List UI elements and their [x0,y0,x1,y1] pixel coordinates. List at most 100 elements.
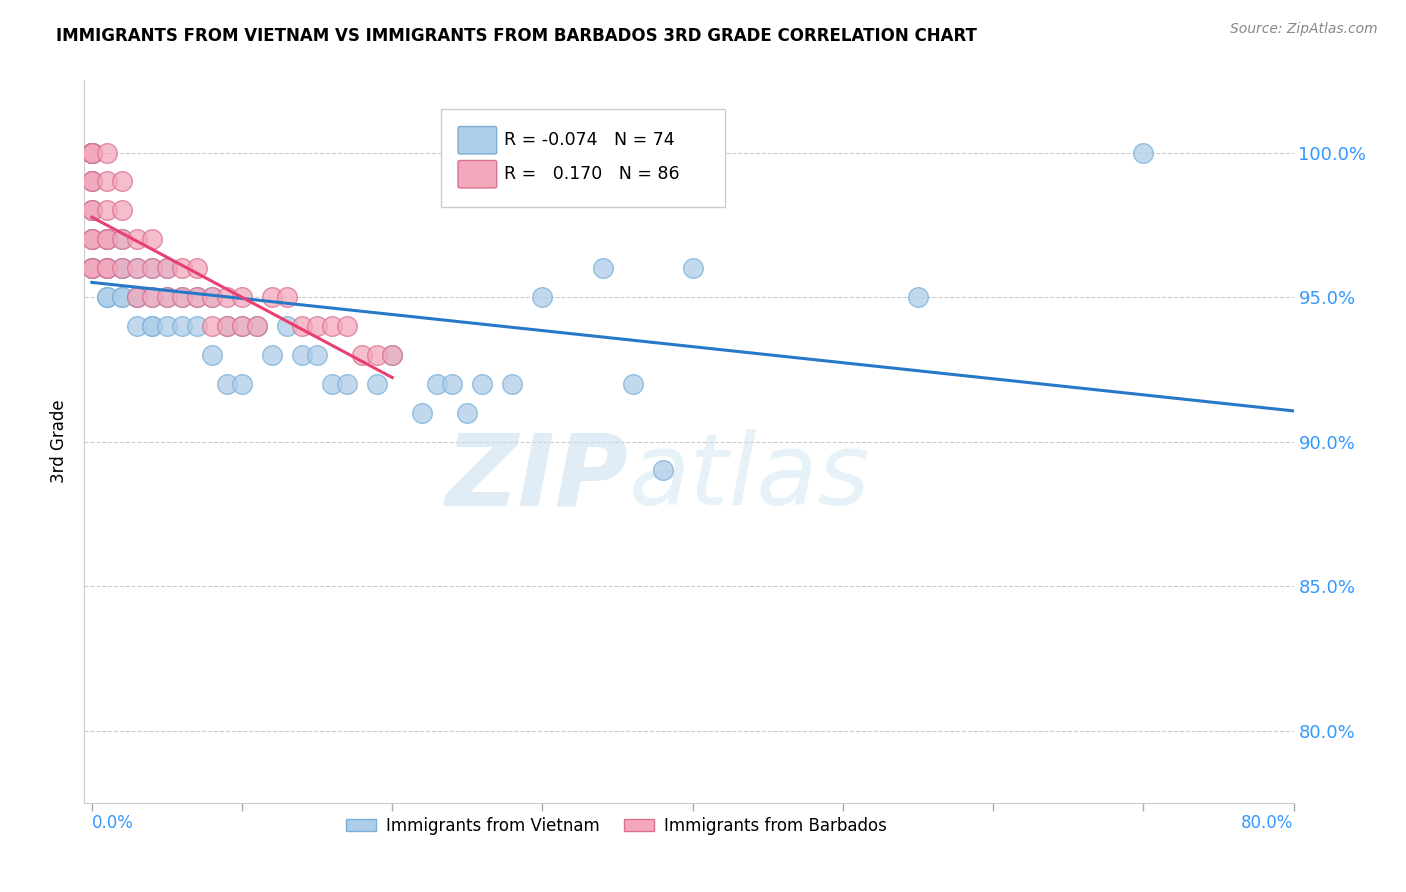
Point [381,348,404,362]
Point [111,203,134,218]
Point [111,174,134,188]
Point [96,261,118,276]
Point [1132,145,1154,160]
Point [291,318,314,333]
Point [215,318,238,333]
Text: IMMIGRANTS FROM VIETNAM VS IMMIGRANTS FROM BARBADOS 3RD GRADE CORRELATION CHART: IMMIGRANTS FROM VIETNAM VS IMMIGRANTS FR… [56,27,977,45]
Point [80,261,103,276]
Point [80,174,103,188]
Point [80,261,103,276]
Point [111,261,134,276]
FancyBboxPatch shape [458,127,496,154]
Point [246,318,269,333]
Point [471,376,494,391]
Point [125,318,148,333]
Point [96,261,118,276]
Point [96,232,118,246]
Point [96,232,118,246]
Point [170,261,193,276]
Text: R =   0.170   N = 86: R = 0.170 N = 86 [503,165,679,183]
Point [170,290,193,304]
Point [291,348,314,362]
Point [186,290,208,304]
Point [80,203,103,218]
Point [80,203,103,218]
Point [96,203,118,218]
Point [201,348,224,362]
Point [141,290,163,304]
Point [80,145,103,160]
Point [336,376,359,391]
Point [170,290,193,304]
Point [201,290,224,304]
Point [141,261,163,276]
Point [366,348,388,362]
Point [80,145,103,160]
Point [111,261,134,276]
Point [262,290,284,304]
Point [321,318,343,333]
Point [80,145,103,160]
Point [141,318,163,333]
Point [141,261,163,276]
Point [96,261,118,276]
Point [125,261,148,276]
Point [96,232,118,246]
Point [80,261,103,276]
Point [381,348,404,362]
Point [426,376,449,391]
Point [80,203,103,218]
Point [651,463,673,477]
Point [141,232,163,246]
Point [156,261,179,276]
Point [186,290,208,304]
Point [321,376,343,391]
Point [111,232,134,246]
Text: Source: ZipAtlas.com: Source: ZipAtlas.com [1230,22,1378,37]
Point [80,232,103,246]
Point [262,348,284,362]
Point [96,261,118,276]
Point [231,290,253,304]
Point [111,290,134,304]
Point [456,406,478,420]
Point [125,290,148,304]
Point [156,261,179,276]
Point [231,318,253,333]
Point [96,290,118,304]
Point [156,318,179,333]
Point [111,261,134,276]
Point [441,376,464,391]
Point [246,318,269,333]
Point [592,261,614,276]
Point [80,145,103,160]
Point [307,348,329,362]
Text: atlas: atlas [628,429,870,526]
Point [125,290,148,304]
Text: 80.0%: 80.0% [1241,814,1294,832]
Point [411,406,433,420]
Point [156,290,179,304]
Point [231,376,253,391]
Point [80,145,103,160]
Point [276,318,298,333]
Point [141,318,163,333]
Point [80,174,103,188]
Point [201,318,224,333]
Point [501,376,523,391]
Text: ZIP: ZIP [446,429,628,526]
Point [80,232,103,246]
Point [111,290,134,304]
Point [352,348,374,362]
Point [336,318,359,333]
Text: R = -0.074   N = 74: R = -0.074 N = 74 [503,131,675,149]
Point [156,290,179,304]
Point [215,376,238,391]
Point [186,261,208,276]
Point [907,290,929,304]
Point [682,261,704,276]
Point [96,290,118,304]
Y-axis label: 3rd Grade: 3rd Grade [51,400,69,483]
Point [80,145,103,160]
Point [80,145,103,160]
